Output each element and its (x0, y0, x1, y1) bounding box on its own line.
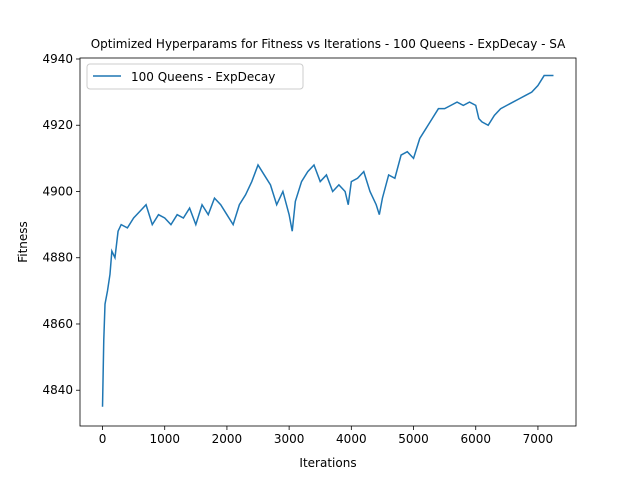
plot-frame (79, 57, 577, 427)
x-tick-label: 2000 (212, 432, 243, 446)
x-tick-label: 6000 (460, 432, 491, 446)
x-axis-label: Iterations (299, 456, 356, 470)
x-tick-label: 4000 (336, 432, 367, 446)
chart-title: Optimized Hyperparams for Fitness vs Ite… (91, 37, 566, 51)
legend-box (86, 63, 304, 90)
y-tick-label: 4860 (42, 317, 73, 331)
data-line (101, 74, 554, 407)
y-tick-label: 4920 (42, 118, 73, 132)
y-tick-label: 4880 (42, 251, 73, 265)
legend-label: 100 Queens - ExpDecay (131, 70, 275, 84)
x-tick-label: 3000 (274, 432, 305, 446)
y-axis-label: Fitness (16, 221, 30, 263)
y-tick-label: 4900 (42, 184, 73, 198)
x-tick-label: 1000 (149, 432, 180, 446)
y-tick-label: 4840 (42, 383, 73, 397)
x-tick-label: 7000 (523, 432, 554, 446)
x-tick-label: 0 (99, 432, 107, 446)
y-tick-label: 4940 (42, 52, 73, 66)
x-tick-label: 5000 (398, 432, 429, 446)
